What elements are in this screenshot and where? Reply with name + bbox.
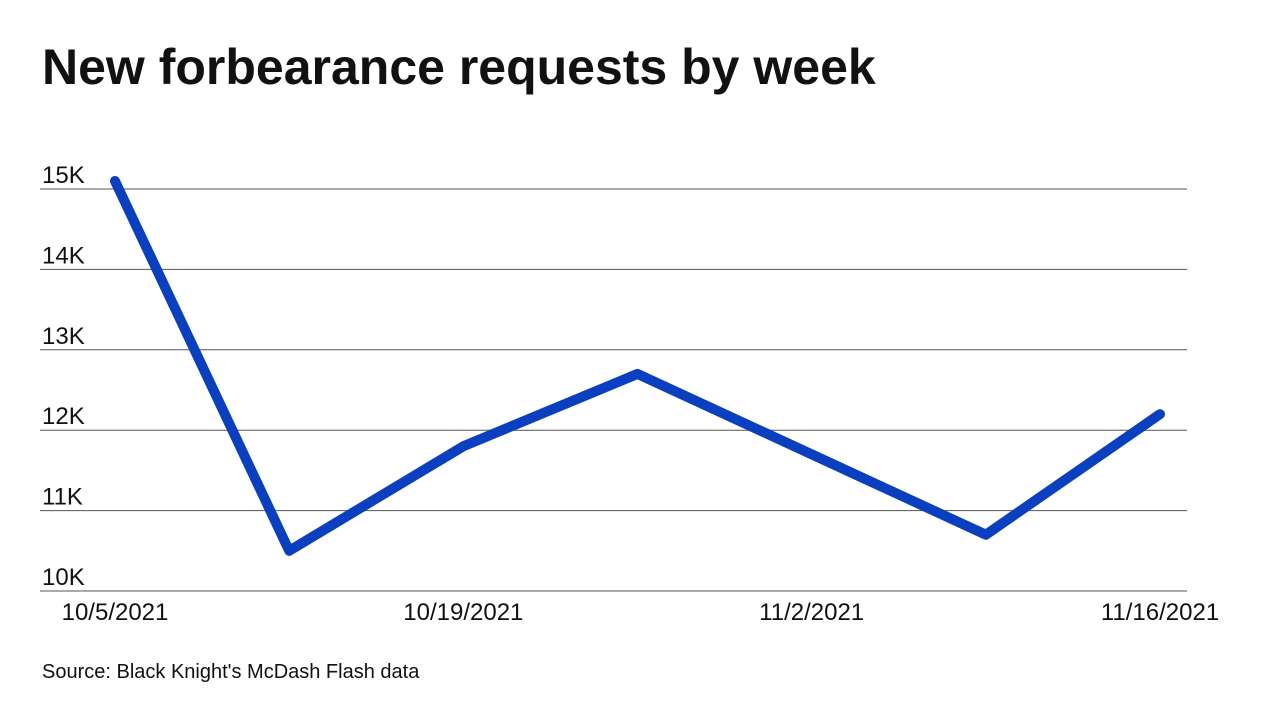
data-line: [110, 175, 1165, 556]
x-tick-label: 10/19/2021: [403, 599, 523, 626]
x-tick-label: 10/5/2021: [62, 599, 169, 626]
x-tick-label: 11/2/2021: [759, 599, 864, 626]
y-tick-label: 13K: [42, 323, 85, 350]
y-tick-label: 12K: [42, 403, 85, 430]
source-note: Source: Black Knight's McDash Flash data: [42, 661, 420, 683]
chart-title: New forbearance requests by week: [42, 39, 876, 95]
x-tick-label: 11/16/2021: [1101, 599, 1219, 626]
y-tick-label: 14K: [42, 242, 85, 269]
y-tick-label: 11K: [42, 484, 83, 511]
y-tick-label: 15K: [42, 162, 85, 189]
y-tick-label: 10K: [42, 564, 85, 591]
